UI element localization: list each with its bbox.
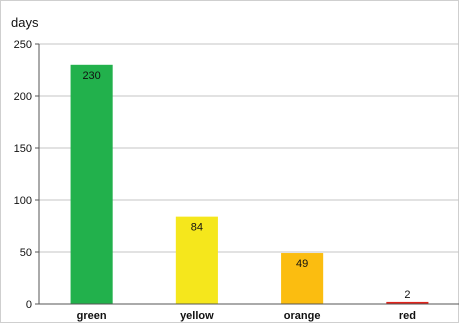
data-label-green: 230 [82,70,100,82]
x-tick-label-yellow: yellow [180,310,214,322]
y-tick-label: 250 [14,39,32,51]
y-ticks: 0 50 100 150 200 250 [14,39,39,311]
data-labels: 230 84 49 2 [82,70,410,301]
data-label-red: 2 [404,289,410,301]
x-tick-label-green: green [77,310,107,322]
x-ticks: green yellow orange red [77,310,416,322]
y-tick-label: 0 [26,299,32,311]
y-tick-label: 150 [14,143,32,155]
x-tick-label-orange: orange [284,310,321,322]
data-label-orange: 49 [296,258,308,270]
bar-green [70,64,113,304]
bar-yellow [175,216,218,304]
bar-orange [281,253,324,304]
data-label-yellow: 84 [191,222,203,234]
bars [70,64,429,304]
y-axis-label: days [11,15,39,30]
y-tick-label: 200 [14,91,32,103]
y-tick-label: 50 [20,247,32,259]
bar-red [386,301,429,304]
y-tick-label: 100 [14,195,32,207]
x-tick-label-red: red [399,310,416,322]
